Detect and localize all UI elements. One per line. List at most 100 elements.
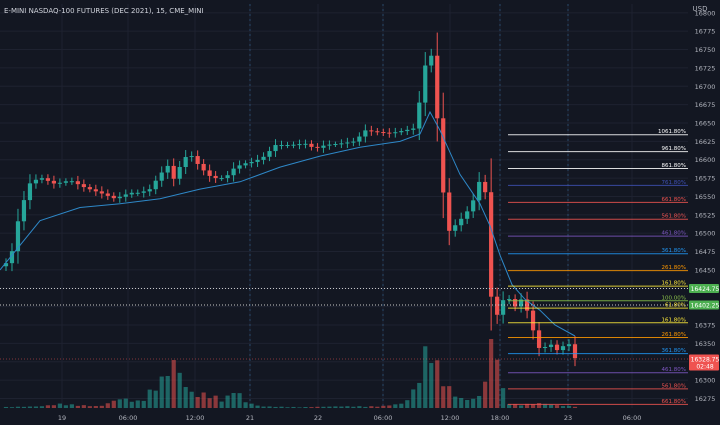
price-badge [689,300,719,310]
candle-body [123,194,128,197]
price-badge [689,283,719,293]
volume-bar [249,403,254,408]
fib-label: 161.80% [662,317,686,323]
fib-label: 561.80% [662,214,686,220]
candle-body [309,143,314,147]
volume-bar [501,388,506,408]
volume-bar [507,404,512,408]
y-tick-label: 16700 [695,83,716,91]
y-tick-label: 16475 [695,248,716,256]
candle-body [3,263,9,267]
volume-bar [495,359,500,408]
candle-body [548,344,554,347]
volume-bar [33,406,39,408]
candle-body [477,181,482,201]
volume-bar [45,405,51,408]
price-badge-label: 16328.75 [691,356,720,363]
volume-bar [333,406,338,408]
fib-label: 161.80% [662,281,686,287]
candle-body [429,55,434,66]
y-tick-label: 16750 [695,46,716,54]
volume-bar [423,346,428,408]
candle-body [393,132,398,134]
candle-body [495,296,500,315]
y-axis[interactable]: 16800 16775 16750 16725 16700 16675 16650 16625… [688,0,720,425]
x-tick-label: 12:00 [441,414,460,422]
candle-body [285,145,290,147]
volume-bar [201,392,206,408]
candle-body [45,178,51,181]
candle-body [345,142,350,144]
volume-bar [524,403,530,408]
candle-body [321,145,326,148]
candle-body [195,156,200,164]
volume-bar [518,405,524,408]
fib-label: 261.80% [662,265,686,271]
candle-body [554,344,560,351]
y-tick-label: 16625 [695,138,716,146]
candle-body [15,221,21,252]
candle-body [207,170,212,176]
x-tick-label: 06:00 [374,414,393,422]
candle-body [147,189,152,192]
volume-bar [411,389,416,408]
candle-body [513,299,518,307]
volume-bar [15,406,21,408]
volume-bar [63,405,68,408]
candle-body [518,299,524,307]
candle-body [369,130,374,132]
volume-bar [207,398,212,408]
candle-body [225,175,230,179]
candle-body [423,65,428,103]
candle-body [351,141,356,143]
volume-bar [435,360,440,408]
candle-body [279,145,284,147]
volume-bar [135,400,140,408]
volume-bar [213,395,218,408]
volume-bar [141,400,146,408]
candles [3,32,578,367]
volume-bar [321,406,326,408]
candle-body [399,131,404,133]
candle-body [183,157,188,168]
volume-bar [345,406,350,408]
candle-body [387,132,392,134]
volume-bar [471,398,476,408]
volume-bar [183,387,188,408]
volume-bar [297,407,302,408]
volume-bar [489,339,494,408]
volume-bar [477,395,482,408]
volume-bar [447,386,452,408]
volume-bar [171,360,176,408]
y-tick-label: 16725 [695,64,716,72]
volume-bars [3,339,578,408]
fib-label: 861.80% [662,163,686,169]
volume-bar [123,398,128,408]
candle-body [135,192,140,194]
volume-bar [291,406,296,408]
y-tick-label: 16675 [695,101,716,109]
x-axis-background [0,408,720,425]
candle-body [249,161,254,164]
volume-bar [129,401,134,408]
volume-bar [369,406,374,408]
price-badge-countdown: 02:48 [696,363,713,370]
candle-body [57,182,62,184]
x-axis[interactable]: 19 06:00 12:00 21 22 06:00 12:00 18:00 23 06:00 [0,408,720,425]
y-tick-label: 16300 [695,377,716,385]
volume-bar [483,381,488,408]
fib-label: 100.00% [662,295,686,301]
volume-bar [327,406,332,408]
x-tick-label: 22 [314,414,322,422]
fib-label: 661.80% [662,197,686,203]
price-badge [689,354,719,371]
volume-bar [87,406,92,408]
fib-label: 361.80% [662,348,686,354]
fib-label: 961.80% [662,146,686,152]
candle-body [572,344,578,359]
volume-bar [195,397,200,408]
volume-bar [279,406,284,408]
volume-bar [267,406,272,408]
